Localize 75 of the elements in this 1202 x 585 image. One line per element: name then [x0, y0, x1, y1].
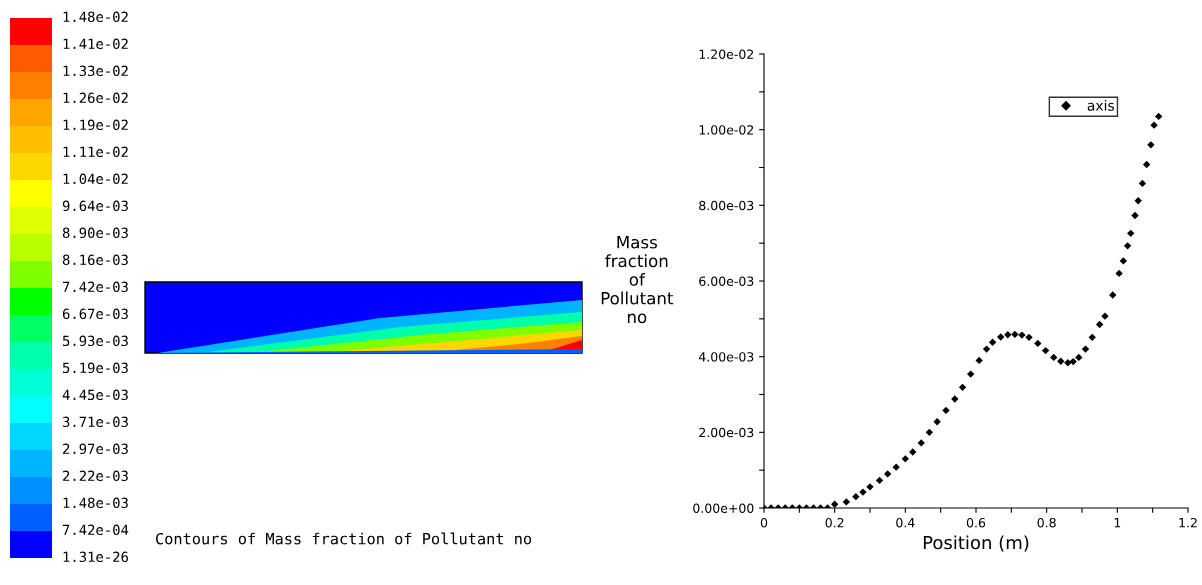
point	[1064, 359, 1072, 367]
category-label: 1.04e-02	[63, 173, 128, 185]
point	[1075, 353, 1083, 362]
category-label: 1.41e-02	[63, 38, 128, 50]
y-axis-title: Mass fraction of Pollutant no	[601, 236, 674, 324]
category-label: 7.42e-03	[62, 281, 128, 293]
point	[982, 345, 991, 353]
point	[830, 500, 839, 508]
point	[1081, 345, 1090, 353]
point	[988, 338, 997, 346]
point	[1057, 357, 1065, 365]
x-tick-label: 1.2	[1179, 517, 1197, 528]
point	[1095, 320, 1104, 329]
point	[1115, 269, 1123, 278]
category-label: 5.19e-03	[62, 362, 128, 374]
point	[958, 383, 967, 391]
category-label: 1.33e-02	[63, 65, 128, 77]
category-label: 8.90e-03	[62, 227, 128, 239]
point	[1004, 331, 1012, 339]
category-label: 1.31e-26	[63, 551, 128, 563]
legend-label: axis	[1087, 100, 1114, 111]
point	[1155, 112, 1163, 121]
point	[1123, 242, 1132, 250]
point	[925, 428, 934, 437]
point	[1088, 333, 1096, 342]
category-label: 9.64e-03	[62, 200, 128, 212]
category-label: 1.26e-02	[63, 92, 128, 104]
category-label: 2.22e-03	[63, 470, 128, 482]
y-tick-label: 1.20e-02	[699, 49, 754, 59]
point	[901, 455, 910, 463]
category-label: 1.11e-02	[63, 146, 128, 158]
y-tick-label: 1.00e-02	[699, 125, 754, 135]
x-axis-title: Position (m)	[923, 535, 1029, 552]
y-tick-label: 8.00e-03	[699, 200, 754, 211]
point	[1142, 160, 1151, 169]
x-tick-label: 0.2	[825, 517, 844, 528]
point	[1034, 339, 1042, 348]
category-label: 3.71e-03	[62, 416, 128, 428]
point	[883, 470, 892, 478]
y-tick-label: 6.00e-03	[699, 276, 754, 286]
point	[933, 418, 941, 426]
point	[1069, 357, 1077, 366]
x-tick-label: 0.4	[896, 517, 915, 528]
category-label: 2.97e-03	[63, 443, 128, 455]
point	[1127, 229, 1135, 238]
point	[1041, 346, 1050, 355]
point	[1131, 211, 1139, 220]
point	[1119, 257, 1128, 265]
point	[1025, 333, 1033, 342]
point	[875, 476, 884, 485]
category-label: 1.19e-02	[63, 119, 128, 131]
point	[942, 406, 950, 415]
point	[1011, 330, 1019, 339]
x-tick-label: 1	[1114, 518, 1121, 528]
point	[842, 498, 850, 506]
x-tick-label: 0.6	[966, 517, 986, 528]
y-tick-label: 0.00e+00	[693, 503, 754, 513]
text: Contours of Mass fraction of Pollutant no	[156, 532, 532, 545]
point	[967, 370, 975, 378]
category-label: 8.16e-03	[62, 254, 128, 266]
y-tick-label: 4.00e-03	[698, 352, 754, 362]
category-label: 6.67e-03	[62, 308, 128, 320]
y-tick-label: 2.00e-03	[699, 427, 754, 438]
category-label: 1.48e-02	[63, 11, 128, 23]
category-label: 7.42e-04	[62, 524, 129, 536]
point	[852, 492, 860, 501]
category-label: 1.48e-03	[63, 497, 128, 509]
category-label: 5.93e-03	[62, 335, 128, 347]
x-tick-label: 0.8	[1037, 517, 1056, 528]
point	[975, 356, 983, 365]
point	[1138, 179, 1147, 188]
point	[1134, 197, 1142, 205]
x-tick-label: 0	[760, 517, 768, 528]
category-label: 4.45e-03	[62, 389, 128, 401]
point	[1050, 353, 1058, 362]
